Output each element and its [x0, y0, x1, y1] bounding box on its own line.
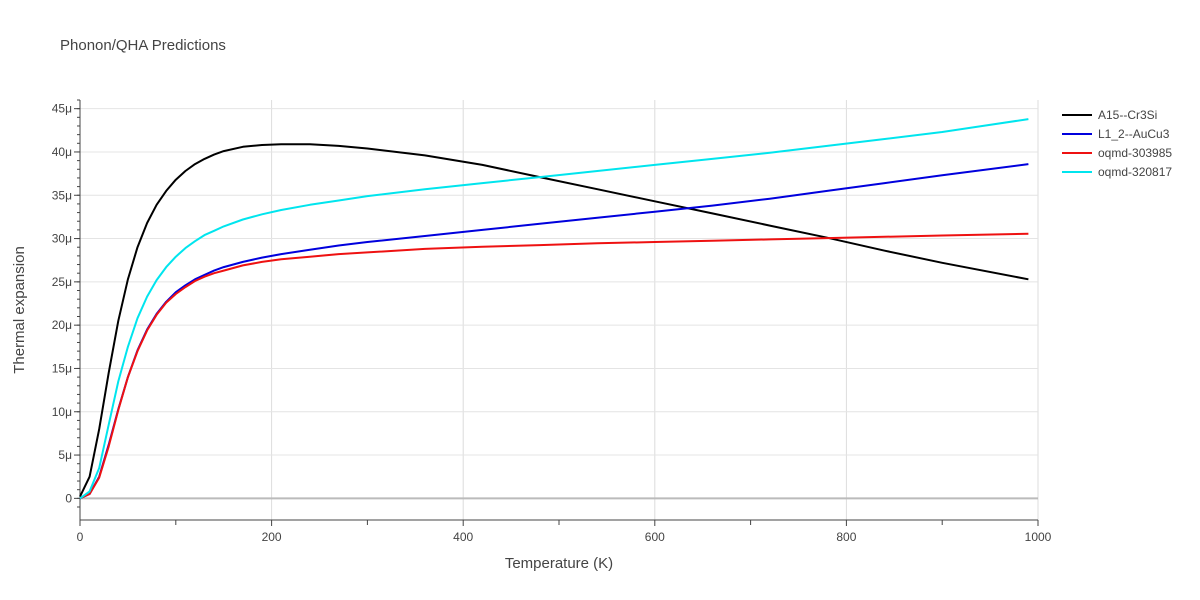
series-line: [79, 163, 1029, 500]
x-tick-label: 0: [77, 530, 84, 544]
y-tick-label: 20μ: [52, 318, 72, 332]
x-axis-title: Temperature (K): [505, 555, 613, 572]
chart-title: Phonon/QHA Predictions: [60, 37, 226, 54]
series-group: [79, 118, 1029, 500]
y-tick-label: 45μ: [52, 102, 72, 116]
legend: A15--Cr3Si L1_2--AuCu3 oqmd-303985 oqmd-320…: [1062, 108, 1172, 179]
x-tick-label: 1000: [1025, 530, 1052, 544]
y-tick-label: 40μ: [52, 145, 72, 159]
y-tick-label: 35μ: [52, 188, 72, 202]
x-tick-label: 200: [262, 530, 282, 544]
y-tick-label: 25μ: [52, 275, 72, 289]
legend-label: oqmd-320817: [1098, 165, 1172, 179]
legend-label: L1_2--AuCu3: [1098, 127, 1170, 141]
y-tick-label: 10μ: [52, 405, 72, 419]
x-tick-label: 600: [645, 530, 665, 544]
y-tick-label: 30μ: [52, 232, 72, 246]
grid: [80, 100, 1039, 520]
legend-label: A15--Cr3Si: [1098, 108, 1157, 122]
x-tick-label: 400: [453, 530, 473, 544]
y-tick-label: 5μ: [58, 448, 72, 462]
y-axis-title: Thermal expansion: [11, 246, 28, 374]
y-tick-label: 0: [65, 491, 72, 505]
axes: 0 200 400 600 800 1000 0 5μ 10μ 15μ 20μ 25μ 30μ 35μ 40…: [52, 99, 1052, 544]
series-line: [79, 143, 1029, 498]
legend-label: oqmd-303985: [1098, 146, 1172, 160]
y-tick-label: 15μ: [52, 361, 72, 375]
series-line: [79, 118, 1029, 500]
series-line: [79, 232, 1029, 500]
x-tick-label: 800: [836, 530, 856, 544]
